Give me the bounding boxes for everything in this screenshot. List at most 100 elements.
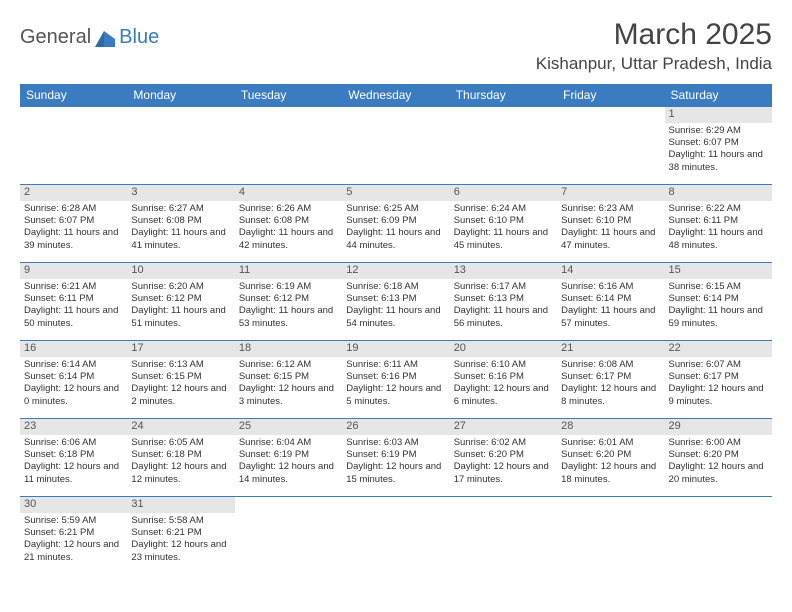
day-number (557, 107, 664, 123)
calendar-day-cell: 22Sunrise: 6:07 AMSunset: 6:17 PMDayligh… (665, 341, 772, 419)
calendar-day-cell: 8Sunrise: 6:22 AMSunset: 6:11 PMDaylight… (665, 185, 772, 263)
day-number: 17 (127, 341, 234, 357)
day-number: 14 (557, 263, 664, 279)
daylight-line: Daylight: 12 hours and 0 minutes. (24, 383, 123, 408)
day-number: 20 (450, 341, 557, 357)
sunrise-line: Sunrise: 6:10 AM (454, 359, 553, 371)
day-number: 1 (665, 107, 772, 123)
sunset-line: Sunset: 6:17 PM (561, 371, 660, 383)
calendar-empty-cell (557, 107, 664, 185)
day-details: Sunrise: 6:03 AMSunset: 6:19 PMDaylight:… (342, 435, 449, 490)
calendar-empty-cell (235, 497, 342, 575)
day-number (665, 497, 772, 513)
day-number: 31 (127, 497, 234, 513)
day-details (342, 123, 449, 129)
day-details: Sunrise: 6:08 AMSunset: 6:17 PMDaylight:… (557, 357, 664, 412)
day-number (20, 107, 127, 123)
calendar-day-cell: 23Sunrise: 6:06 AMSunset: 6:18 PMDayligh… (20, 419, 127, 497)
daylight-line: Daylight: 11 hours and 47 minutes. (561, 227, 660, 252)
calendar-day-cell: 9Sunrise: 6:21 AMSunset: 6:11 PMDaylight… (20, 263, 127, 341)
sunset-line: Sunset: 6:20 PM (454, 449, 553, 461)
calendar-day-cell: 15Sunrise: 6:15 AMSunset: 6:14 PMDayligh… (665, 263, 772, 341)
calendar-day-cell: 12Sunrise: 6:18 AMSunset: 6:13 PMDayligh… (342, 263, 449, 341)
sunset-line: Sunset: 6:14 PM (24, 371, 123, 383)
day-number (557, 497, 664, 513)
sunset-line: Sunset: 6:14 PM (669, 293, 768, 305)
calendar-day-cell: 10Sunrise: 6:20 AMSunset: 6:12 PMDayligh… (127, 263, 234, 341)
daylight-line: Daylight: 11 hours and 50 minutes. (24, 305, 123, 330)
daylight-line: Daylight: 12 hours and 9 minutes. (669, 383, 768, 408)
calendar-day-cell: 7Sunrise: 6:23 AMSunset: 6:10 PMDaylight… (557, 185, 664, 263)
calendar-day-cell: 14Sunrise: 6:16 AMSunset: 6:14 PMDayligh… (557, 263, 664, 341)
day-details (235, 123, 342, 129)
calendar-day-cell: 4Sunrise: 6:26 AMSunset: 6:08 PMDaylight… (235, 185, 342, 263)
location: Kishanpur, Uttar Pradesh, India (536, 54, 772, 74)
calendar-empty-cell (450, 497, 557, 575)
sunset-line: Sunset: 6:08 PM (131, 215, 230, 227)
day-number: 16 (20, 341, 127, 357)
sunrise-line: Sunrise: 6:04 AM (239, 437, 338, 449)
calendar-day-cell: 18Sunrise: 6:12 AMSunset: 6:15 PMDayligh… (235, 341, 342, 419)
sunrise-line: Sunrise: 5:58 AM (131, 515, 230, 527)
daylight-line: Daylight: 11 hours and 54 minutes. (346, 305, 445, 330)
sunset-line: Sunset: 6:13 PM (346, 293, 445, 305)
sunset-line: Sunset: 6:08 PM (239, 215, 338, 227)
daylight-line: Daylight: 11 hours and 48 minutes. (669, 227, 768, 252)
day-details: Sunrise: 6:10 AMSunset: 6:16 PMDaylight:… (450, 357, 557, 412)
sunrise-line: Sunrise: 6:14 AM (24, 359, 123, 371)
sunrise-line: Sunrise: 6:19 AM (239, 281, 338, 293)
calendar-body: 1 Sunrise: 6:29 AMSunset: 6:07 PM Daylight… (20, 107, 772, 575)
sunset-line: Sunset: 6:09 PM (346, 215, 445, 227)
sunset-line: Sunset: 6:07 PM (669, 137, 768, 149)
calendar-empty-cell (235, 107, 342, 185)
calendar-empty-cell (342, 497, 449, 575)
day-number: 30 (20, 497, 127, 513)
day-number: 2 (20, 185, 127, 201)
day-details: Sunrise: 6:00 AMSunset: 6:20 PMDaylight:… (665, 435, 772, 490)
calendar-day-cell: 5Sunrise: 6:25 AMSunset: 6:09 PMDaylight… (342, 185, 449, 263)
sunrise-line: Sunrise: 6:29 AM (669, 125, 768, 137)
daylight-line: Daylight: 12 hours and 5 minutes. (346, 383, 445, 408)
sunset-line: Sunset: 6:10 PM (561, 215, 660, 227)
sunset-line: Sunset: 6:20 PM (561, 449, 660, 461)
sunset-line: Sunset: 6:16 PM (346, 371, 445, 383)
sunset-line: Sunset: 6:10 PM (454, 215, 553, 227)
sunrise-line: Sunrise: 6:12 AM (239, 359, 338, 371)
day-details: Sunrise: 6:02 AMSunset: 6:20 PMDaylight:… (450, 435, 557, 490)
title-block: March 2025 Kishanpur, Uttar Pradesh, Ind… (536, 18, 772, 74)
weekday-header: Monday (127, 84, 234, 107)
daylight-line: Daylight: 11 hours and 53 minutes. (239, 305, 338, 330)
calendar-day-cell: 6Sunrise: 6:24 AMSunset: 6:10 PMDaylight… (450, 185, 557, 263)
calendar-day-cell: 25Sunrise: 6:04 AMSunset: 6:19 PMDayligh… (235, 419, 342, 497)
day-details (235, 513, 342, 519)
calendar-table: SundayMondayTuesdayWednesdayThursdayFrid… (20, 84, 772, 575)
daylight-line: Daylight: 11 hours and 59 minutes. (669, 305, 768, 330)
day-details: Sunrise: 6:18 AMSunset: 6:13 PMDaylight:… (342, 279, 449, 334)
sunset-line: Sunset: 6:12 PM (131, 293, 230, 305)
daylight-line: Daylight: 12 hours and 11 minutes. (24, 461, 123, 486)
daylight-line: Daylight: 12 hours and 21 minutes. (24, 539, 123, 564)
day-number: 11 (235, 263, 342, 279)
day-number: 21 (557, 341, 664, 357)
calendar-day-cell: 31Sunrise: 5:58 AMSunset: 6:21 PMDayligh… (127, 497, 234, 575)
sunset-line: Sunset: 6:11 PM (669, 215, 768, 227)
weekday-header: Sunday (20, 84, 127, 107)
calendar-empty-cell (450, 107, 557, 185)
day-number: 12 (342, 263, 449, 279)
logo: General Blue (20, 26, 159, 49)
day-details: Sunrise: 6:27 AMSunset: 6:08 PMDaylight:… (127, 201, 234, 256)
day-number: 5 (342, 185, 449, 201)
day-details: Sunrise: 6:14 AMSunset: 6:14 PMDaylight:… (20, 357, 127, 412)
day-details (342, 513, 449, 519)
day-number (342, 497, 449, 513)
calendar-empty-cell (127, 107, 234, 185)
day-number: 3 (127, 185, 234, 201)
day-details: Sunrise: 6:21 AMSunset: 6:11 PMDaylight:… (20, 279, 127, 334)
sunrise-line: Sunrise: 6:17 AM (454, 281, 553, 293)
daylight-line: Daylight: 12 hours and 8 minutes. (561, 383, 660, 408)
day-details: Sunrise: 6:23 AMSunset: 6:10 PMDaylight:… (557, 201, 664, 256)
daylight-line: Daylight: 12 hours and 14 minutes. (239, 461, 338, 486)
sunset-line: Sunset: 6:17 PM (669, 371, 768, 383)
daylight-line: Daylight: 12 hours and 12 minutes. (131, 461, 230, 486)
logo-blue: Blue (119, 26, 159, 49)
